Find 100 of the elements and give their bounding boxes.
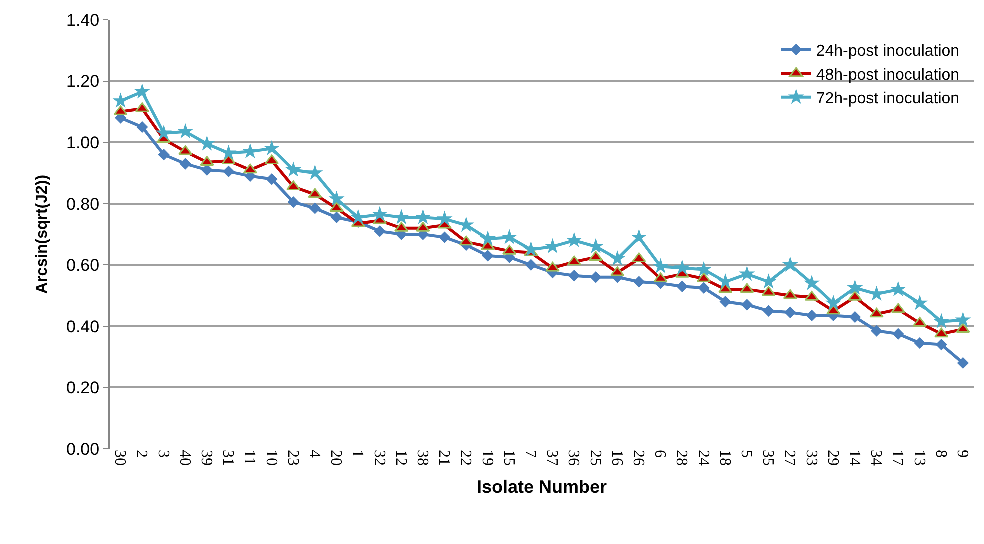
x-tick-label: 16: [608, 450, 626, 466]
point: [741, 299, 754, 311]
point: [374, 226, 386, 238]
point: [892, 328, 904, 340]
point: [525, 259, 538, 271]
point: [178, 123, 194, 139]
x-tick-label: 5: [738, 450, 755, 458]
point: [870, 308, 884, 318]
x-tick-label: 23: [284, 450, 302, 466]
point: [934, 328, 949, 338]
x-tick-label: 34: [868, 450, 885, 466]
x-tick-label: 26: [630, 450, 647, 466]
point: [264, 140, 280, 156]
point: [199, 136, 216, 151]
x-tick-label: 12: [392, 450, 410, 466]
x-tick-label: 2: [133, 450, 150, 458]
point: [482, 250, 494, 262]
point: [806, 310, 818, 322]
y-tick-label: 1.00: [66, 134, 100, 153]
x-tick-label: 10: [262, 450, 280, 466]
point: [502, 229, 518, 244]
x-tick-label: 21: [436, 450, 453, 466]
point: [266, 173, 278, 186]
point: [914, 337, 926, 350]
x-tick-label: 7: [522, 450, 539, 458]
x-tick-label: 39: [198, 450, 215, 466]
point: [480, 230, 496, 246]
point: [156, 124, 172, 140]
x-axis-title: Isolate Number: [476, 477, 608, 498]
x-tick-label: 1: [349, 450, 366, 458]
x-tick-label: 35: [760, 450, 777, 466]
x-tick-label: 40: [176, 450, 194, 466]
point: [936, 338, 948, 351]
point: [740, 283, 754, 294]
point: [849, 311, 862, 324]
point: [220, 144, 237, 160]
x-tick-label: 13: [910, 450, 928, 466]
x-tick-label: 25: [586, 450, 604, 466]
point: [739, 266, 756, 282]
y-tick-label: 0.80: [66, 194, 100, 214]
point: [957, 357, 970, 370]
point: [438, 232, 451, 244]
point: [566, 232, 582, 248]
x-tick-label: 14: [846, 450, 863, 466]
x-tick-label: 36: [565, 450, 582, 466]
x-tick-label: 9: [954, 450, 971, 458]
x-tick-label: 24: [694, 450, 712, 466]
point: [631, 229, 648, 244]
x-tick-label: 19: [478, 450, 496, 466]
point: [415, 209, 432, 224]
y-tick-label: 0.20: [66, 378, 100, 398]
x-tick-label: 31: [220, 450, 237, 466]
x-tick-label: 32: [370, 450, 388, 466]
point: [610, 250, 626, 266]
x-tick-label: 30: [112, 450, 129, 466]
y-tick-label: 0.40: [66, 317, 100, 336]
point: [590, 272, 602, 284]
legend-label: 72h-post inoculation: [816, 90, 960, 108]
x-tick-label: 33: [802, 450, 820, 466]
x-tick-label: 6: [652, 450, 669, 458]
point: [459, 236, 474, 246]
point: [782, 256, 798, 272]
point: [652, 258, 669, 274]
point: [891, 303, 906, 314]
point: [307, 164, 324, 180]
point: [328, 190, 345, 206]
y-tick-label: 0.60: [66, 256, 100, 276]
point: [436, 210, 453, 226]
point: [158, 148, 170, 161]
x-tick-label: 11: [241, 450, 258, 466]
x-tick-label: 38: [414, 450, 431, 466]
point: [350, 209, 366, 224]
point: [826, 295, 842, 310]
legend-label: 48h-post inoculation: [816, 66, 960, 84]
x-tick-label: 28: [673, 450, 690, 466]
x-tick-label: 17: [889, 450, 906, 466]
x-tick-label: 18: [716, 450, 734, 466]
point: [394, 209, 410, 224]
point: [633, 276, 646, 288]
point: [762, 286, 776, 296]
point: [308, 188, 322, 198]
point: [112, 92, 129, 108]
point: [309, 202, 322, 214]
point: [180, 158, 192, 170]
x-tick-label: 20: [328, 450, 345, 466]
x-tick-label: 27: [781, 450, 798, 466]
point: [912, 295, 928, 310]
point: [847, 280, 864, 295]
point: [330, 212, 343, 224]
y-axis-title: Arcsin(sqrt(J2)): [34, 174, 51, 294]
x-tick-label: 22: [457, 450, 474, 466]
x-tick-label: 8: [932, 450, 950, 458]
point: [676, 280, 688, 292]
point: [222, 166, 235, 178]
point: [372, 206, 388, 222]
legend-label: 24h-post inoculation: [816, 43, 960, 60]
y-tick-label: 0.00: [66, 440, 100, 459]
y-tick-label: 1.20: [66, 72, 100, 92]
x-tick-label: 3: [154, 450, 172, 458]
x-tick-label: 15: [500, 450, 518, 466]
